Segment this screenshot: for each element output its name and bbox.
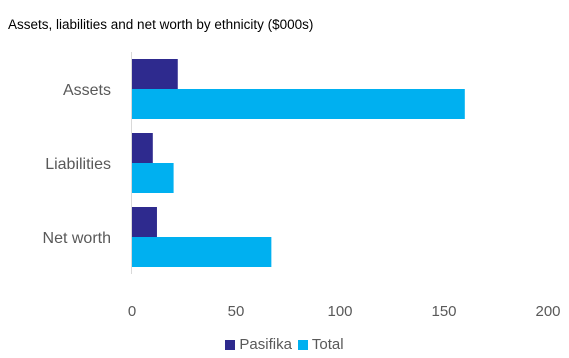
x-tick-label: 100 bbox=[327, 303, 352, 320]
category-label: Net worth bbox=[43, 230, 111, 247]
legend-item: Pasifika bbox=[225, 336, 292, 353]
bar-pasifika-assets bbox=[132, 59, 178, 89]
bar-total-liabilities bbox=[132, 163, 174, 193]
category-label: Liabilities bbox=[45, 156, 111, 173]
legend: Pasifika Total bbox=[0, 336, 569, 354]
chart-title: Assets, liabilities and net worth by eth… bbox=[8, 17, 314, 32]
legend-item: Total bbox=[297, 336, 344, 353]
x-tick-label: 150 bbox=[431, 303, 456, 320]
x-tick-label: 0 bbox=[128, 303, 136, 320]
x-tick-label: 50 bbox=[228, 303, 245, 320]
bar-group bbox=[132, 59, 465, 267]
x-tick-labels: 0 50 100 150 200 bbox=[128, 303, 561, 320]
bar-total-net-worth bbox=[132, 237, 272, 267]
x-tick-label: 200 bbox=[535, 303, 560, 320]
legend-swatch bbox=[297, 339, 308, 350]
chart-plot: Assets Liabilities Net worth 0 50 100 150 200 bbox=[43, 52, 561, 320]
category-labels: Assets Liabilities Net worth bbox=[43, 82, 111, 247]
legend-label: Pasifika bbox=[239, 336, 292, 353]
legend-swatch bbox=[225, 339, 236, 350]
bar-total-assets bbox=[132, 89, 465, 119]
bar-pasifika-liabilities bbox=[132, 133, 153, 163]
legend-label: Total bbox=[311, 336, 344, 353]
bar-pasifika-net-worth bbox=[132, 207, 157, 237]
category-label: Assets bbox=[63, 82, 111, 99]
